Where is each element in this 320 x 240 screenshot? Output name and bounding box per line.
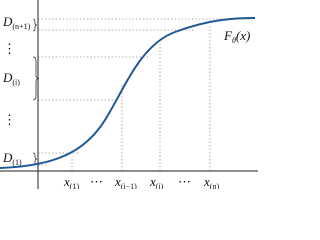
label-main: ⋮ bbox=[3, 112, 16, 127]
label-main: ⋯ bbox=[178, 174, 191, 189]
label: x(i−1) bbox=[114, 174, 137, 189]
label-sub: (i) bbox=[156, 182, 164, 189]
label: ⋯ bbox=[90, 174, 103, 189]
label-sub: (n) bbox=[210, 182, 220, 189]
label-main: D bbox=[2, 14, 13, 29]
cdf-curve bbox=[0, 17, 256, 169]
label-main: D bbox=[2, 70, 13, 85]
label-main: ⋯ bbox=[90, 174, 103, 189]
curve-label: Fθ(x) bbox=[223, 28, 250, 45]
label-sub: (i) bbox=[12, 78, 20, 87]
label-sub: (n+1) bbox=[12, 22, 30, 31]
label-main: x bbox=[203, 174, 210, 189]
label: D(n+1) bbox=[2, 14, 31, 31]
y-labels: D(n+1)⋮D(i)⋮D(1) bbox=[2, 14, 31, 167]
label: ⋯ bbox=[178, 174, 191, 189]
label: D(i) bbox=[2, 70, 20, 87]
label: x(i) bbox=[149, 174, 164, 189]
label-sub: (1) bbox=[70, 182, 80, 189]
label-sub: (1) bbox=[12, 158, 22, 167]
label: ⋮ bbox=[3, 41, 16, 56]
label-main: x bbox=[63, 174, 70, 189]
label-main: x bbox=[149, 174, 156, 189]
label: x(1) bbox=[63, 174, 79, 189]
label: ⋮ bbox=[3, 112, 16, 127]
guides bbox=[38, 18, 255, 171]
label-main: D bbox=[2, 150, 13, 165]
label: x(n) bbox=[203, 174, 219, 189]
diagram: Fθ(x) D(n+1)⋮D(i)⋮D(1) x(1) ⋯ x(i−1) x(i) ⋯ x… bbox=[0, 0, 258, 189]
label-sub: (i−1) bbox=[121, 182, 137, 189]
label: D(1) bbox=[2, 150, 22, 167]
x-labels: x(1) ⋯ x(i−1) x(i) ⋯ x(n) bbox=[63, 174, 219, 189]
label-main: ⋮ bbox=[3, 41, 16, 56]
label-main: x bbox=[114, 174, 121, 189]
